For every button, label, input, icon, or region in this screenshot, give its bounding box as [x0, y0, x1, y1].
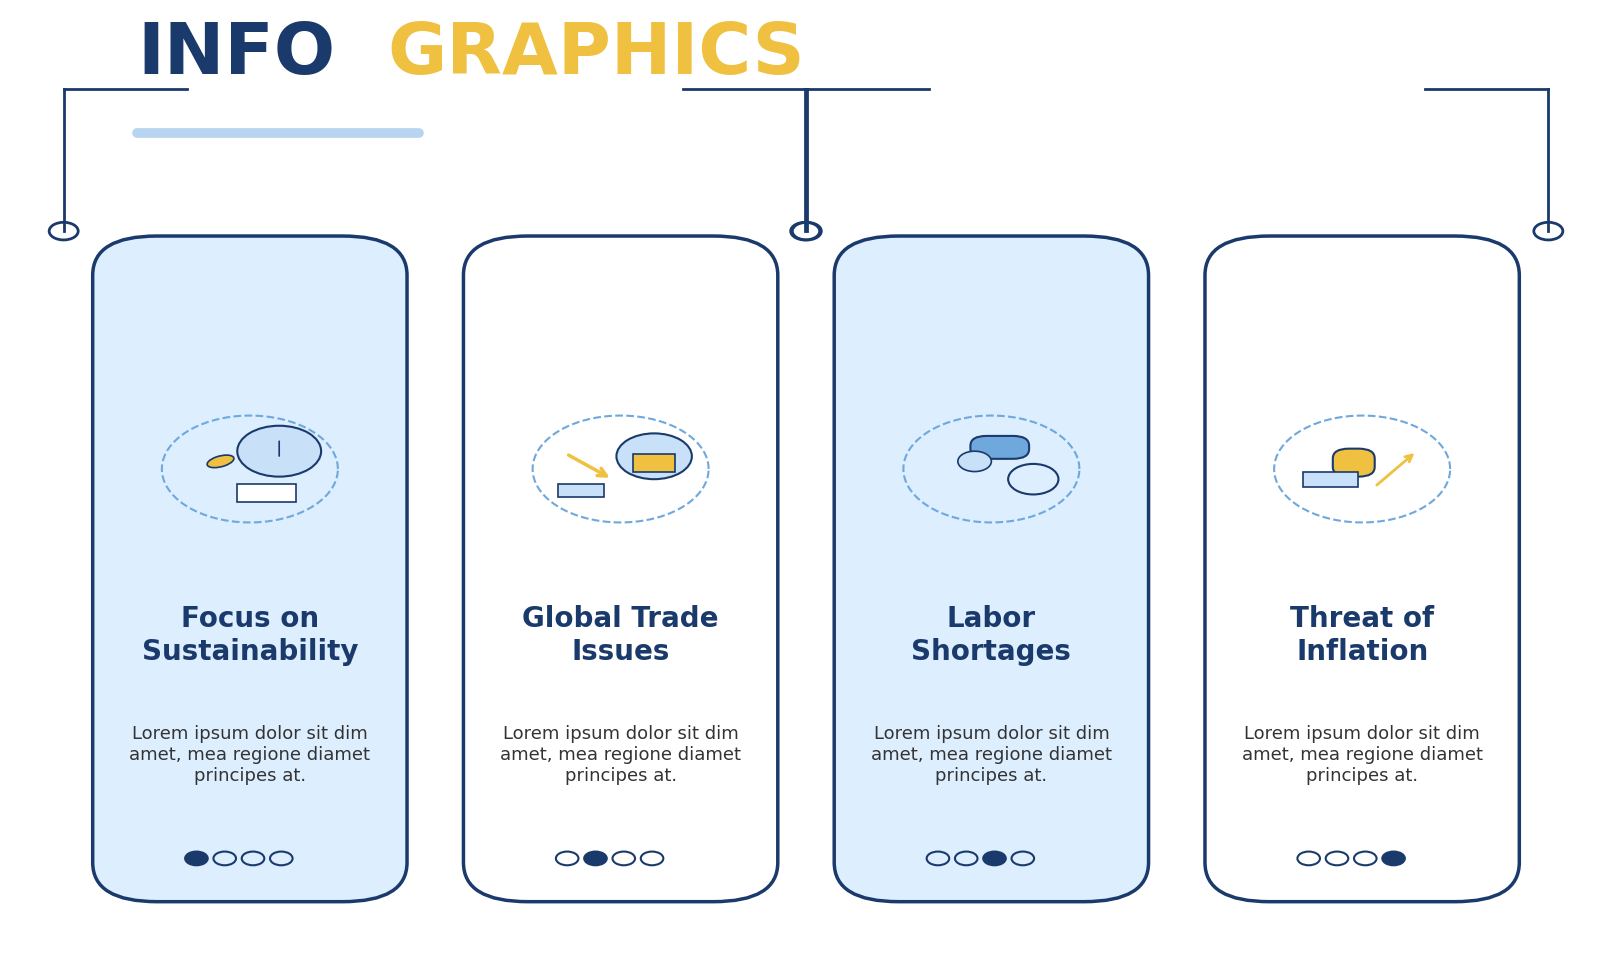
Circle shape: [983, 852, 1006, 865]
Text: Lorem ipsum dolor sit dim
amet, mea regione diamet
principes at.: Lorem ipsum dolor sit dim amet, mea regi…: [500, 725, 742, 785]
Text: Threat of
Inflation: Threat of Inflation: [1290, 606, 1435, 665]
FancyBboxPatch shape: [464, 236, 777, 902]
FancyBboxPatch shape: [1333, 449, 1375, 476]
FancyBboxPatch shape: [92, 236, 406, 902]
Circle shape: [958, 451, 991, 471]
Text: Global Trade
Issues: Global Trade Issues: [522, 606, 719, 665]
Circle shape: [1381, 852, 1406, 865]
Text: Labor
Shortages: Labor Shortages: [911, 606, 1072, 665]
Text: Focus on
Sustainability: Focus on Sustainability: [142, 606, 358, 665]
Circle shape: [584, 852, 606, 865]
Circle shape: [616, 433, 692, 479]
Text: Lorem ipsum dolor sit dim
amet, mea regione diamet
principes at.: Lorem ipsum dolor sit dim amet, mea regi…: [1241, 725, 1483, 785]
Circle shape: [185, 852, 208, 865]
FancyBboxPatch shape: [970, 436, 1028, 459]
Text: GRAPHICS: GRAPHICS: [387, 21, 804, 89]
Text: Lorem ipsum dolor sit dim
amet, mea regione diamet
principes at.: Lorem ipsum dolor sit dim amet, mea regi…: [129, 725, 371, 785]
FancyBboxPatch shape: [1304, 471, 1357, 487]
Circle shape: [237, 425, 321, 476]
FancyBboxPatch shape: [835, 236, 1149, 902]
FancyBboxPatch shape: [1206, 236, 1520, 902]
Text: INFO: INFO: [137, 21, 335, 89]
Ellipse shape: [208, 455, 234, 467]
Text: Lorem ipsum dolor sit dim
amet, mea regione diamet
principes at.: Lorem ipsum dolor sit dim amet, mea regi…: [870, 725, 1112, 785]
FancyBboxPatch shape: [237, 484, 297, 502]
FancyBboxPatch shape: [558, 484, 604, 497]
FancyBboxPatch shape: [634, 454, 675, 471]
